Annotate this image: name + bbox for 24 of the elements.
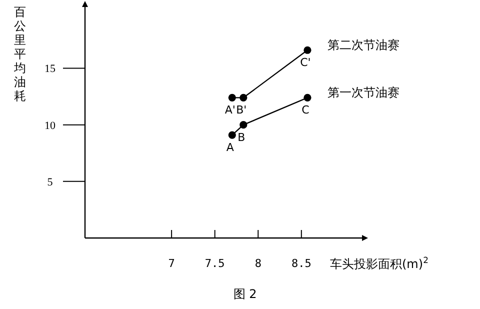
y-tick-label: 5: [47, 176, 54, 188]
series-label: 第一次节油赛: [327, 86, 400, 100]
point: [240, 121, 248, 129]
point: [240, 94, 248, 102]
annotation: B': [236, 104, 247, 117]
annotation: C': [300, 56, 311, 70]
caption: 图 2: [233, 287, 257, 301]
series-label: 第二次节油赛: [327, 38, 400, 52]
annotation: A': [224, 104, 236, 117]
annotation: A: [226, 141, 234, 154]
x-tick-label: 7.5: [204, 257, 225, 270]
point: [228, 131, 236, 139]
point: [228, 94, 236, 102]
x-tick-label: 8.5: [291, 257, 312, 270]
x-tick-label: 7: [168, 257, 175, 270]
annotation: C: [302, 104, 310, 117]
point: [304, 94, 312, 102]
y-axis-title: 百公里平均油耗: [13, 5, 26, 103]
y-tick-label: 15: [44, 63, 56, 76]
y-tick-label: 10: [44, 120, 56, 132]
x-axis-title: 车头投影面积(m)$^{2}$: [330, 255, 428, 271]
point: [304, 46, 312, 54]
x-tick-label: 8: [254, 257, 262, 270]
annotation: B: [238, 130, 246, 144]
